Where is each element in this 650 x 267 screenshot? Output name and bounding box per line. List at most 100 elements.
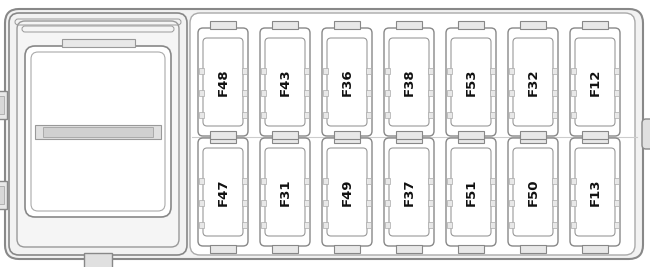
Text: F53: F53 [465,68,478,96]
Bar [304,90,309,96]
FancyBboxPatch shape [570,28,620,136]
FancyBboxPatch shape [265,148,305,236]
Bar [323,222,328,228]
FancyBboxPatch shape [17,21,179,247]
Bar [552,178,557,184]
Bar [210,21,236,29]
Bar [571,68,576,74]
Bar [242,200,247,206]
Bar [385,68,390,74]
Bar [334,135,360,143]
Bar [366,112,371,118]
Bar [366,178,371,184]
Bar [304,222,309,228]
Bar [509,200,514,206]
FancyBboxPatch shape [446,28,496,136]
Bar [490,222,495,228]
Bar [366,222,371,228]
Bar [210,135,236,143]
Bar [199,90,204,96]
Bar [447,178,452,184]
Bar [242,112,247,118]
FancyBboxPatch shape [642,119,650,149]
Bar [199,178,204,184]
Bar [366,90,371,96]
Bar [242,90,247,96]
Bar [272,135,298,143]
Bar [458,135,484,143]
Bar [490,178,495,184]
Bar [509,178,514,184]
Bar [614,178,619,184]
Bar [84,253,112,267]
Text: F38: F38 [402,68,415,96]
Bar [385,200,390,206]
Bar [62,39,135,47]
Bar [323,68,328,74]
FancyBboxPatch shape [446,138,496,246]
Bar [614,90,619,96]
Bar [0,96,4,114]
Bar [261,222,266,228]
Bar [571,90,576,96]
Bar [261,68,266,74]
Bar [0,91,7,119]
Bar [334,131,360,139]
FancyBboxPatch shape [260,28,310,136]
Text: F32: F32 [526,68,539,96]
Bar [614,200,619,206]
Bar [614,68,619,74]
Bar [366,68,371,74]
Bar [272,131,298,139]
Text: F47: F47 [216,178,229,206]
Bar [323,112,328,118]
Bar [582,245,608,253]
Bar [396,21,422,29]
Bar [552,68,557,74]
Bar [428,90,433,96]
FancyBboxPatch shape [513,38,553,126]
Bar [199,222,204,228]
Bar [490,68,495,74]
Bar [447,200,452,206]
Bar [509,90,514,96]
Bar [210,131,236,139]
Bar [385,90,390,96]
FancyBboxPatch shape [25,46,171,217]
Bar [0,181,7,209]
Text: F43: F43 [278,68,291,96]
Bar [520,131,546,139]
FancyBboxPatch shape [198,138,248,246]
Bar [428,112,433,118]
Bar [242,178,247,184]
Bar [304,200,309,206]
FancyBboxPatch shape [322,28,372,136]
Bar [582,135,608,143]
FancyBboxPatch shape [31,52,165,211]
Bar [447,90,452,96]
FancyBboxPatch shape [451,148,491,236]
Bar [261,178,266,184]
Bar [334,21,360,29]
Bar [385,178,390,184]
FancyBboxPatch shape [384,138,434,246]
FancyBboxPatch shape [265,38,305,126]
Text: F36: F36 [341,68,354,96]
FancyBboxPatch shape [389,148,429,236]
Bar [272,245,298,253]
FancyBboxPatch shape [327,148,367,236]
Bar [323,200,328,206]
Bar [396,131,422,139]
FancyBboxPatch shape [203,148,243,236]
Bar [304,112,309,118]
Bar [334,245,360,253]
Bar [199,68,204,74]
Bar [242,222,247,228]
Text: F49: F49 [341,178,354,206]
Bar [552,90,557,96]
Text: F12: F12 [588,68,601,96]
Bar [552,222,557,228]
Bar [396,135,422,143]
Bar [323,178,328,184]
FancyBboxPatch shape [451,38,491,126]
